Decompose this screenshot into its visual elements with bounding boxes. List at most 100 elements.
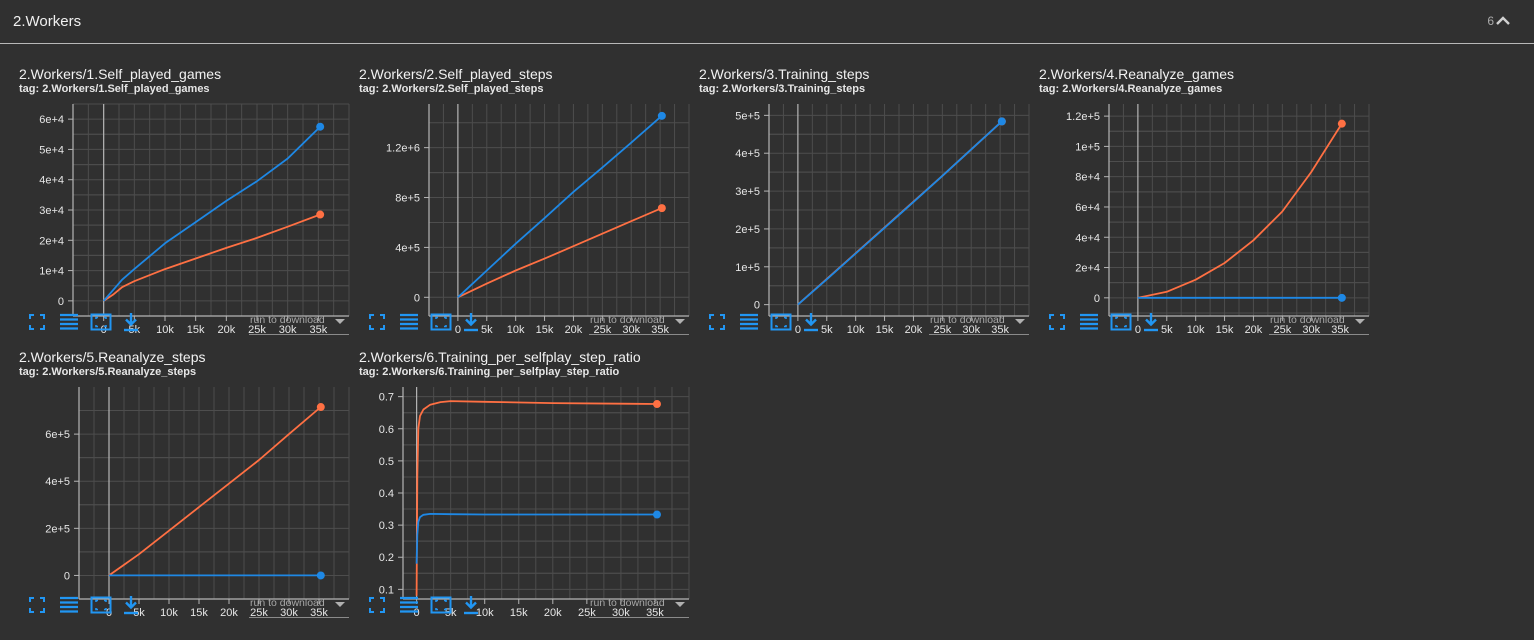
fullscreen-button[interactable] <box>365 593 389 617</box>
x-tick-label: 0 <box>414 607 420 619</box>
card-tag: tag: 2.Workers/1.Self_played_games <box>19 83 210 95</box>
x-tick-label: 30k <box>280 607 298 619</box>
fit-domain-button[interactable] <box>429 593 453 617</box>
toggle-log-scale-button[interactable] <box>57 593 81 617</box>
x-tick-label: 20k <box>1245 324 1263 336</box>
line-chart[interactable]: 0.10.20.30.40.50.60.70 5k 10k 15k 20k 25k 30k 3… <box>359 379 694 619</box>
x-tick-label: 35k <box>991 324 1009 336</box>
run-to-download-select[interactable]: run to download <box>589 593 689 618</box>
run-select-label: run to download <box>1270 314 1345 326</box>
fit-domain-button[interactable] <box>1109 310 1133 334</box>
y-tick-label: 1e+4 <box>39 266 64 278</box>
fullscreen-button[interactable] <box>1045 310 1069 334</box>
series-end-point-orange-run[interactable] <box>316 210 325 219</box>
download-button[interactable] <box>119 310 143 334</box>
line-chart[interactable]: 01e+42e+43e+44e+45e+46e+40 5k 10k 15k 20k 25k… <box>19 96 354 336</box>
fit-domain-button[interactable] <box>769 310 793 334</box>
x-tick-label: 25k <box>933 324 951 336</box>
fullscreen-button[interactable] <box>365 310 389 334</box>
fit-domain-button[interactable] <box>89 593 113 617</box>
run-to-download-select[interactable]: run to download <box>249 310 349 335</box>
download-button[interactable] <box>119 593 143 617</box>
card-tag: tag: 2.Workers/6.Training_per_selfplay_s… <box>359 366 620 378</box>
download-button[interactable] <box>459 593 483 617</box>
chart-card: 2.Workers/6.Training_per_selfplay_step_r… <box>359 349 694 624</box>
y-tick-label: 0 <box>1094 293 1100 305</box>
line-chart[interactable]: 0 2e+4 4e+4 6e+4 8e+4 1e+5 1.2e+5 0 5k 10k 15k 20k 2… <box>1039 96 1374 336</box>
chart-card: 2.Workers/4.Reanalyze_games tag: 2.Worke… <box>1039 66 1374 341</box>
series-end-point-orange-run[interactable] <box>1337 119 1346 128</box>
x-tick-label: 30k <box>279 324 297 336</box>
download-icon <box>124 313 138 332</box>
fit-domain-button[interactable] <box>429 310 453 334</box>
fullscreen-button[interactable] <box>25 310 49 334</box>
fullscreen-button[interactable] <box>705 310 729 334</box>
card-title: 2.Workers/1.Self_played_games <box>19 66 222 82</box>
y-tick-label: 0 <box>754 300 760 312</box>
y-tick-label: 4e+5 <box>45 476 70 488</box>
y-tick-label: 0 <box>414 292 420 304</box>
series-line-orange-run <box>457 207 663 299</box>
x-tick-label: 10k <box>160 607 178 619</box>
card-title: 2.Workers/4.Reanalyze_games <box>1039 66 1235 82</box>
y-tick-label: 6e+4 <box>39 114 64 126</box>
series-end-point-orange-run[interactable] <box>652 400 661 409</box>
dropdown-arrow-icon <box>675 319 685 324</box>
x-tick-label: 0 <box>795 324 801 336</box>
fit-to-data-icon <box>430 313 452 331</box>
y-tick-label: 3e+4 <box>39 205 64 217</box>
x-tick-label: 15k <box>536 324 554 336</box>
x-tick-label: 0 <box>1135 324 1141 336</box>
series-end-point-blue-run[interactable] <box>1337 293 1346 302</box>
fullscreen-button[interactable] <box>25 593 49 617</box>
x-tick-label: 5k <box>821 324 833 336</box>
toggle-log-scale-button[interactable] <box>1077 310 1101 334</box>
x-tick-label: 5k <box>133 607 145 619</box>
card-title: 2.Workers/6.Training_per_selfplay_step_r… <box>359 349 641 365</box>
y-tick-label: 1.2e+6 <box>386 143 420 155</box>
run-select-label: run to download <box>930 314 1005 326</box>
series-end-point-blue-run[interactable] <box>316 122 325 131</box>
line-chart[interactable]: 02e+54e+56e+50 5k 10k 15k 20k 25k 30k 35k <box>19 379 354 619</box>
toggle-log-scale-button[interactable] <box>397 310 421 334</box>
download-button[interactable] <box>1139 310 1163 334</box>
lines-icon <box>400 313 418 330</box>
chart-card: 2.Workers/3.Training_steps tag: 2.Worker… <box>699 66 1034 341</box>
y-tick-label: 4e+5 <box>395 242 420 254</box>
card-title: 2.Workers/2.Self_played_steps <box>359 66 553 82</box>
run-to-download-select[interactable]: run to download <box>589 310 689 335</box>
y-tick-label: 4e+4 <box>1075 232 1100 244</box>
download-icon <box>464 313 478 332</box>
series-end-point-blue-run[interactable] <box>657 111 666 120</box>
download-button[interactable] <box>799 310 823 334</box>
chevron-up-icon <box>1496 16 1510 25</box>
series-end-point-orange-run[interactable] <box>316 403 325 412</box>
run-select-label: run to download <box>590 597 665 609</box>
y-tick-label: 2e+4 <box>39 235 64 247</box>
x-tick-label: 20k <box>565 324 583 336</box>
download-icon <box>124 596 138 615</box>
x-tick-label: 10k <box>1187 324 1205 336</box>
line-chart[interactable]: 0 1e+5 2e+5 3e+5 4e+5 5e+5 0 5k 10k 15k 20k 25k 30k 3… <box>699 96 1034 336</box>
fullscreen-icon <box>29 314 45 330</box>
y-tick-label: 6e+5 <box>45 429 70 441</box>
series-line-orange-run <box>108 406 322 577</box>
run-to-download-select[interactable]: run to download <box>929 310 1029 335</box>
x-tick-label: 30k <box>612 607 630 619</box>
run-to-download-select[interactable]: run to download <box>1269 310 1369 335</box>
toggle-log-scale-button[interactable] <box>397 593 421 617</box>
run-to-download-select[interactable]: run to download <box>249 593 349 618</box>
y-tick-label: 2e+4 <box>1075 263 1100 275</box>
fit-domain-button[interactable] <box>89 310 113 334</box>
toggle-log-scale-button[interactable] <box>737 310 761 334</box>
series-end-point-blue-run[interactable] <box>316 571 325 580</box>
collapse-section-button[interactable] <box>1492 10 1514 32</box>
dropdown-arrow-icon <box>675 602 685 607</box>
download-button[interactable] <box>459 310 483 334</box>
series-end-point-blue-run[interactable] <box>652 510 661 519</box>
line-chart[interactable]: 0 4e+5 8e+5 1.2e+6 0 5k 10k 15k 20k 25k 30k 35k <box>359 96 694 336</box>
toggle-log-scale-button[interactable] <box>57 310 81 334</box>
series-end-point-orange-run[interactable] <box>657 204 666 213</box>
x-tick-label: 10k <box>507 324 525 336</box>
series-end-point-blue-run[interactable] <box>997 117 1006 126</box>
